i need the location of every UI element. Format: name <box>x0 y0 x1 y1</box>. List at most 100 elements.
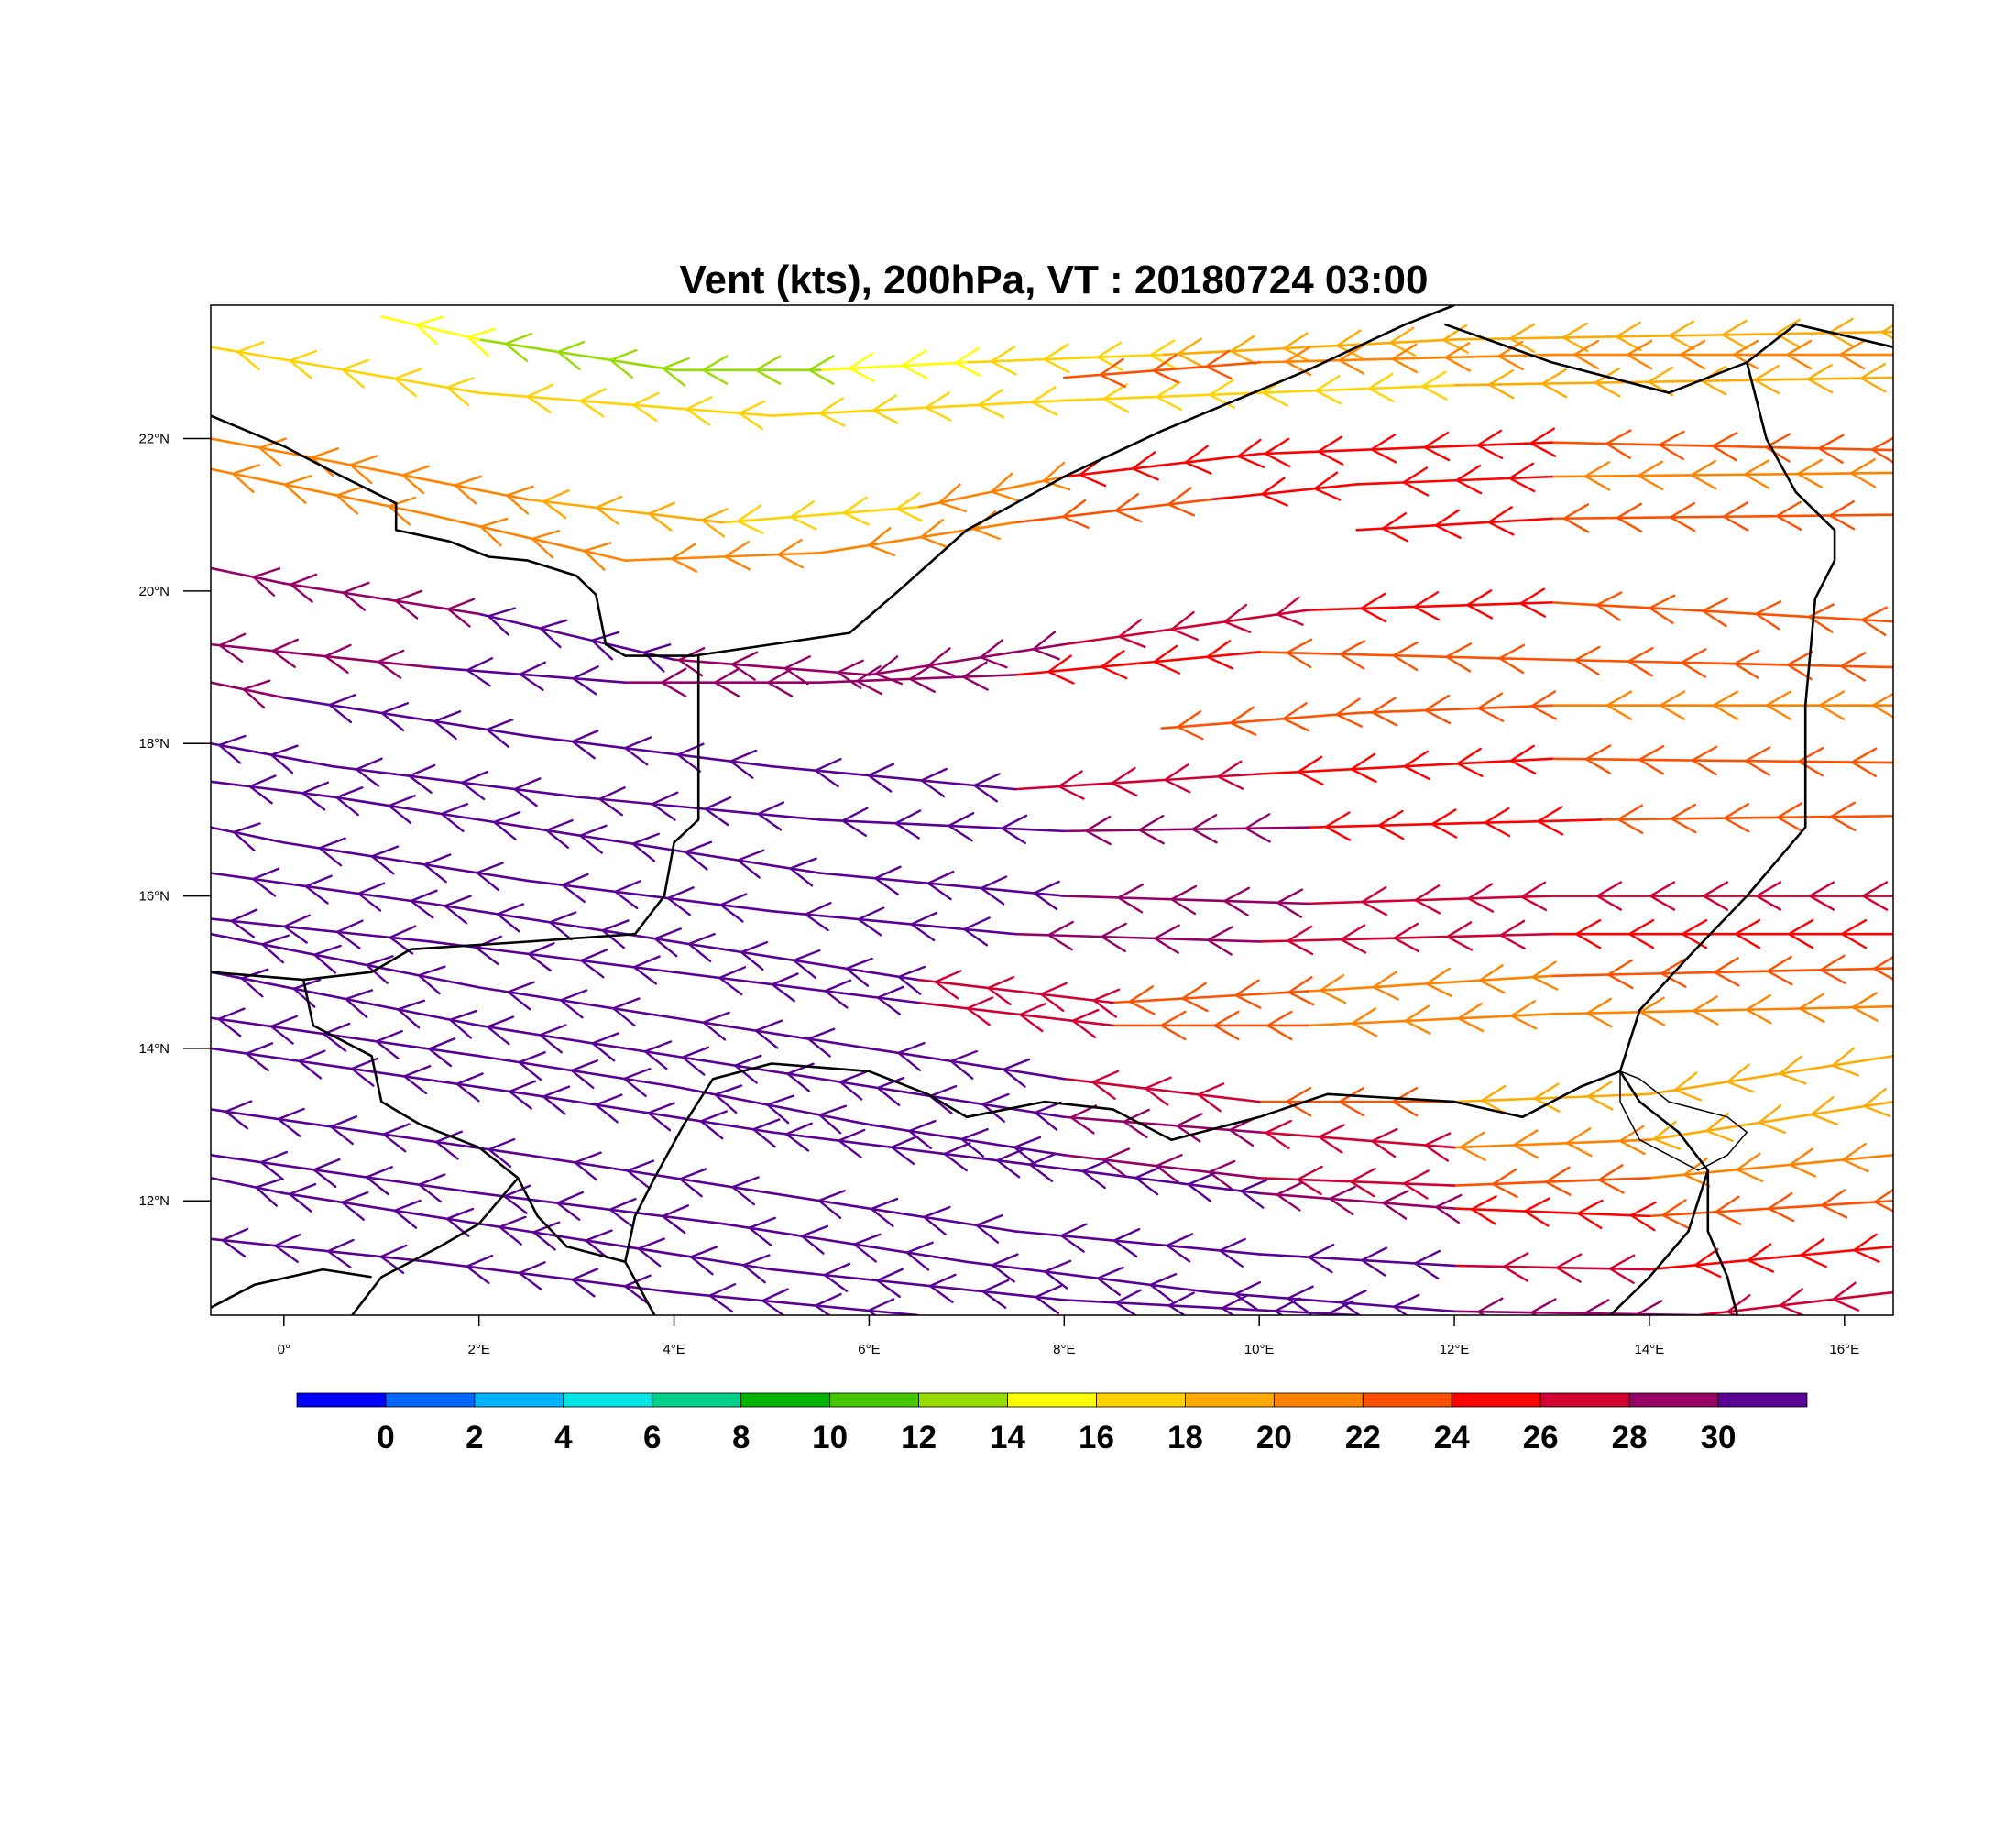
wind-arrow <box>942 1142 971 1172</box>
streamline <box>211 968 1893 1162</box>
streamline-segment <box>211 681 286 699</box>
wind-arrow <box>1742 459 1770 489</box>
wind-arrow <box>1479 1084 1507 1115</box>
wind-arrow <box>1584 997 1613 1028</box>
wind-arrow <box>974 1213 1003 1244</box>
wind-arrow <box>447 1009 477 1039</box>
streamline-segment <box>1160 711 1358 730</box>
wind-arrow <box>1725 1063 1755 1093</box>
wind-arrow <box>1233 979 1262 1009</box>
wind-arrow <box>1222 886 1251 917</box>
wind-arrow <box>1809 1095 1839 1126</box>
streamline-segment <box>818 361 969 371</box>
wind-arrow <box>374 1029 403 1060</box>
wind-arrow <box>896 965 926 995</box>
wind-arrow <box>486 607 516 637</box>
wind-arrow <box>1312 471 1342 501</box>
wind-arrow <box>325 1238 355 1268</box>
wind-arrow <box>1454 464 1483 495</box>
y-tick-label: 16°N <box>138 889 170 905</box>
benin-border <box>351 1177 520 1315</box>
wind-arrow <box>900 349 928 379</box>
wind-arrow <box>1041 461 1071 491</box>
wind-arrow <box>517 1261 546 1291</box>
wind-arrow <box>971 773 1001 803</box>
wind-arrow <box>273 1233 302 1263</box>
wind-arrow <box>698 1110 729 1140</box>
streamline-segment <box>1452 376 1893 387</box>
wind-arrow <box>836 659 864 689</box>
wind-arrow <box>1605 690 1633 720</box>
wind-arrow <box>1203 349 1233 380</box>
wind-arrow <box>1080 1159 1110 1190</box>
wind-arrow <box>1752 364 1780 395</box>
wind-arrow <box>334 919 364 949</box>
wind-arrow <box>959 1127 989 1158</box>
streamline-segment <box>211 1237 432 1264</box>
wind-arrow <box>364 1166 393 1196</box>
wind-arrow <box>753 1019 783 1049</box>
wind-arrow <box>844 957 873 987</box>
wind-arrow <box>327 694 356 724</box>
wind-arrow <box>1788 1147 1816 1178</box>
wind-arrow <box>921 1205 951 1235</box>
wind-arrow <box>875 985 904 1015</box>
wind-arrow <box>1764 690 1792 720</box>
colorbar-swatch <box>829 1392 919 1408</box>
wind-arrow <box>473 935 503 965</box>
wind-arrow <box>765 667 794 697</box>
colorbar-swatch <box>1007 1392 1097 1408</box>
wind-arrow <box>287 1182 317 1213</box>
wind-arrow <box>1870 692 1893 719</box>
streamline-segment <box>1452 1176 1651 1187</box>
wind-arrow <box>612 880 642 910</box>
wind-arrow <box>1276 888 1304 918</box>
streamline-segment <box>1257 932 1553 943</box>
streamline-segment <box>211 1154 480 1195</box>
wind-arrow <box>1306 1243 1335 1274</box>
wind-arrow <box>1508 744 1537 775</box>
wind-arrow <box>1773 318 1802 349</box>
wind-arrow <box>1281 332 1310 362</box>
wind-arrow <box>312 1158 341 1189</box>
colorbar-label: 14 <box>990 1420 1025 1455</box>
streamline-segment <box>1112 990 1309 1004</box>
wind-arrow <box>1713 1195 1742 1225</box>
streamline-segment <box>429 665 627 684</box>
wind-arrow <box>1143 1076 1172 1106</box>
cameroon-border <box>1609 1169 1710 1315</box>
colorbar-swatch <box>1096 1392 1186 1408</box>
wind-arrow <box>1757 1103 1786 1134</box>
wind-arrow <box>560 873 589 903</box>
wind-arrow <box>1264 1119 1292 1150</box>
wind-arrow <box>1522 1197 1550 1227</box>
wind-arrow <box>1158 1010 1187 1041</box>
streamline-segment <box>1209 483 1358 501</box>
wind-arrow <box>1127 985 1156 1015</box>
wind-arrow <box>1700 597 1729 628</box>
wind-arrow <box>1046 654 1075 685</box>
wind-arrow <box>847 352 875 382</box>
wind-arrow <box>817 1104 848 1135</box>
wind-arrow <box>1090 1070 1120 1100</box>
wind-arrow <box>1486 506 1515 536</box>
wind-arrow <box>1348 1168 1376 1198</box>
wind-arrow <box>1017 1003 1046 1033</box>
wind-arrow <box>1466 883 1495 913</box>
wind-arrow <box>334 485 365 515</box>
wind-arrow <box>1323 811 1352 841</box>
wind-arrow <box>1275 596 1304 626</box>
streamline-segment <box>1063 384 1456 402</box>
streamline-segment <box>721 506 919 524</box>
wind-arrow <box>713 1084 743 1114</box>
wind-arrow <box>1284 1086 1312 1117</box>
y-tick-label: 14°N <box>138 1041 170 1057</box>
wind-arrow <box>478 517 509 547</box>
wind-arrow <box>526 942 555 972</box>
wind-arrow <box>1529 690 1558 720</box>
wind-arrow <box>1819 1189 1848 1219</box>
colorbar-swatch <box>1717 1392 1808 1408</box>
wind-arrow <box>660 1204 690 1235</box>
streamline-segment <box>477 1054 675 1088</box>
